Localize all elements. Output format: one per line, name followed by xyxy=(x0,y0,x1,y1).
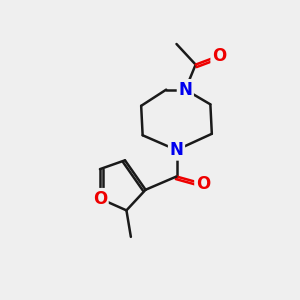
Text: N: N xyxy=(178,81,192,99)
Text: O: O xyxy=(93,190,107,208)
Text: O: O xyxy=(196,175,210,193)
Text: O: O xyxy=(212,47,226,65)
Text: N: N xyxy=(169,141,183,159)
